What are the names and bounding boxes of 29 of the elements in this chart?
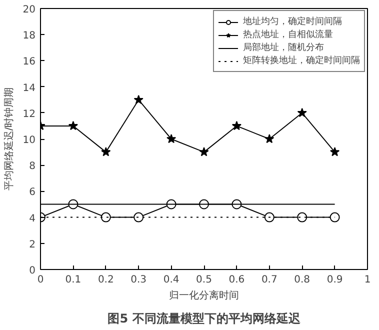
x-tick-label: 0.8 [294,274,310,286]
legend-label: 矩阵转换地址，确定时间间隔 [243,54,360,67]
y-tick-label: 0 [29,266,36,276]
x-tick-label: 0.9 [326,274,343,286]
y-tick-label: 14 [22,82,36,94]
x-tick-label: 0.5 [196,274,212,286]
y-tick-label: 8 [29,161,36,172]
x-tick-label: 0.7 [261,274,278,286]
y-tick-label: 18 [22,30,36,42]
legend-label: 地址均匀，确定时间间隔 [243,16,342,28]
y-tick-label: 10 [22,135,36,146]
legend-label: 局部地址，随机分布 [243,42,324,54]
y-tick-label: 16 [22,56,36,68]
x-tick-label: 0 [37,274,44,286]
x-tick-label: 0.3 [130,274,147,286]
y-tick-label: 2 [29,239,36,250]
x-tick-label: 0.1 [65,274,82,286]
x-tick-label: 1 [364,274,371,286]
x-tick-label: 0.4 [163,274,180,286]
y-tick-label: 12 [22,108,36,120]
x-tick-label: 0.2 [98,274,114,286]
y-tick-label: 6 [29,187,36,198]
text: 图5 不同流量模型下的平均网络延迟 [108,312,302,326]
y-axis-title: 平均网络延迟/时钟周期 [2,87,15,191]
x-tick-label: 0.6 [228,274,245,286]
legend-label: 热点地址，自相似流量 [243,28,333,41]
x-axis-title: 归一化分离时间 [169,290,239,302]
y-tick-label: 20 [22,4,36,16]
y-tick-label: 4 [29,213,36,224]
